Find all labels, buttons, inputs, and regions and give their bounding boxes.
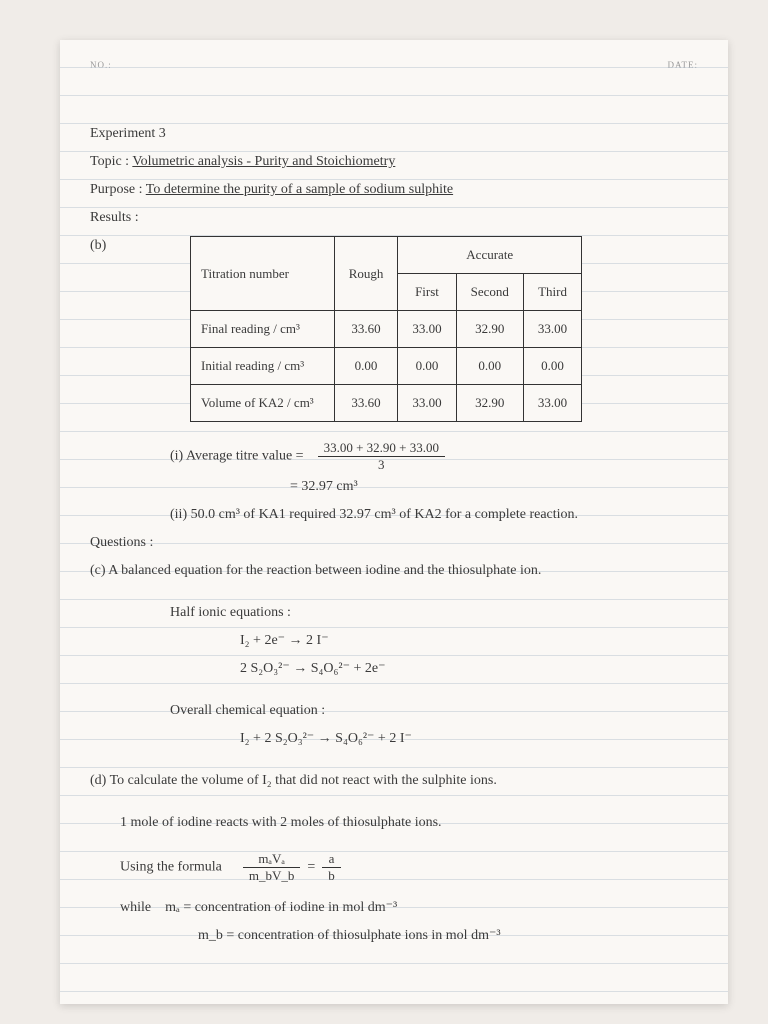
formula-row: Using the formula mₐVₐ m_bV_b = a b (90, 851, 698, 884)
ma-def: mₐ = concentration of iodine in mol dm⁻³ (165, 900, 397, 915)
part-d: (d) To calculate the volume of I₂ that d… (90, 767, 698, 795)
formula-label: Using the formula (120, 860, 222, 875)
formula-eq: = (307, 860, 315, 875)
page-header: NO.: DATE: (90, 60, 698, 70)
eq1: I₂ + 2e⁻ → 2 I⁻ (90, 627, 698, 655)
table-row: Initial reading / cm³ 0.00 0.00 0.00 0.0… (191, 348, 582, 385)
topic-text: Volumetric analysis - Purity and Stoichi… (132, 154, 395, 169)
avg-fraction: 33.00 + 32.90 + 33.00 3 (318, 440, 445, 473)
no-label: NO.: (90, 60, 112, 70)
part-c: (c) A balanced equation for the reaction… (90, 557, 698, 585)
eq2: 2 S₂O₃²⁻ → S₄O₆²⁻ + 2e⁻ (90, 655, 698, 683)
titration-table: Titration number Rough Accurate First Se… (190, 236, 582, 422)
half-label: Half ionic equations : (90, 599, 698, 627)
mole-statement: 1 mole of iodine reacts with 2 moles of … (90, 809, 698, 837)
avg-row: (i) Average titre value = 33.00 + 32.90 … (90, 440, 698, 473)
purpose-row: Purpose : To determine the purity of a s… (90, 176, 698, 204)
table-row: Volume of KA2 / cm³ 33.60 33.00 32.90 33… (191, 385, 582, 422)
topic-row: Topic : Volumetric analysis - Purity and… (90, 148, 698, 176)
table-row: Final reading / cm³ 33.60 33.00 32.90 33… (191, 311, 582, 348)
purpose-label: Purpose : (90, 182, 143, 197)
th-second: Second (456, 274, 523, 311)
formula-frac2: a b (322, 851, 341, 884)
formula-frac1: mₐVₐ m_bV_b (243, 851, 301, 884)
experiment-title: Experiment 3 (90, 120, 698, 148)
purpose-text: To determine the purity of a sample of s… (146, 182, 453, 197)
th-first: First (398, 274, 456, 311)
th-accurate: Accurate (398, 237, 582, 274)
while-row: while mₐ = concentration of iodine in mo… (90, 894, 698, 922)
mb-def: m_b = concentration of thiosulphate ions… (90, 922, 698, 950)
part-b-label: (b) (90, 232, 130, 260)
avg-result: = 32.97 cm³ (90, 473, 698, 501)
statement-ii: (ii) 50.0 cm³ of KA1 required 32.97 cm³ … (90, 501, 698, 529)
th-titration: Titration number (191, 237, 335, 311)
while-label: while (120, 900, 151, 915)
date-label: DATE: (668, 60, 699, 70)
topic-label: Topic : (90, 154, 129, 169)
questions-label: Questions : (90, 529, 698, 557)
avg-label: (i) Average titre value = (170, 449, 304, 464)
results-label: Results : (90, 204, 698, 232)
overall-label: Overall chemical equation : (90, 697, 698, 725)
th-third: Third (523, 274, 581, 311)
th-rough: Rough (334, 237, 398, 311)
eq-overall: I₂ + 2 S₂O₃²⁻ → S₄O₆²⁻ + 2 I⁻ (90, 725, 698, 753)
